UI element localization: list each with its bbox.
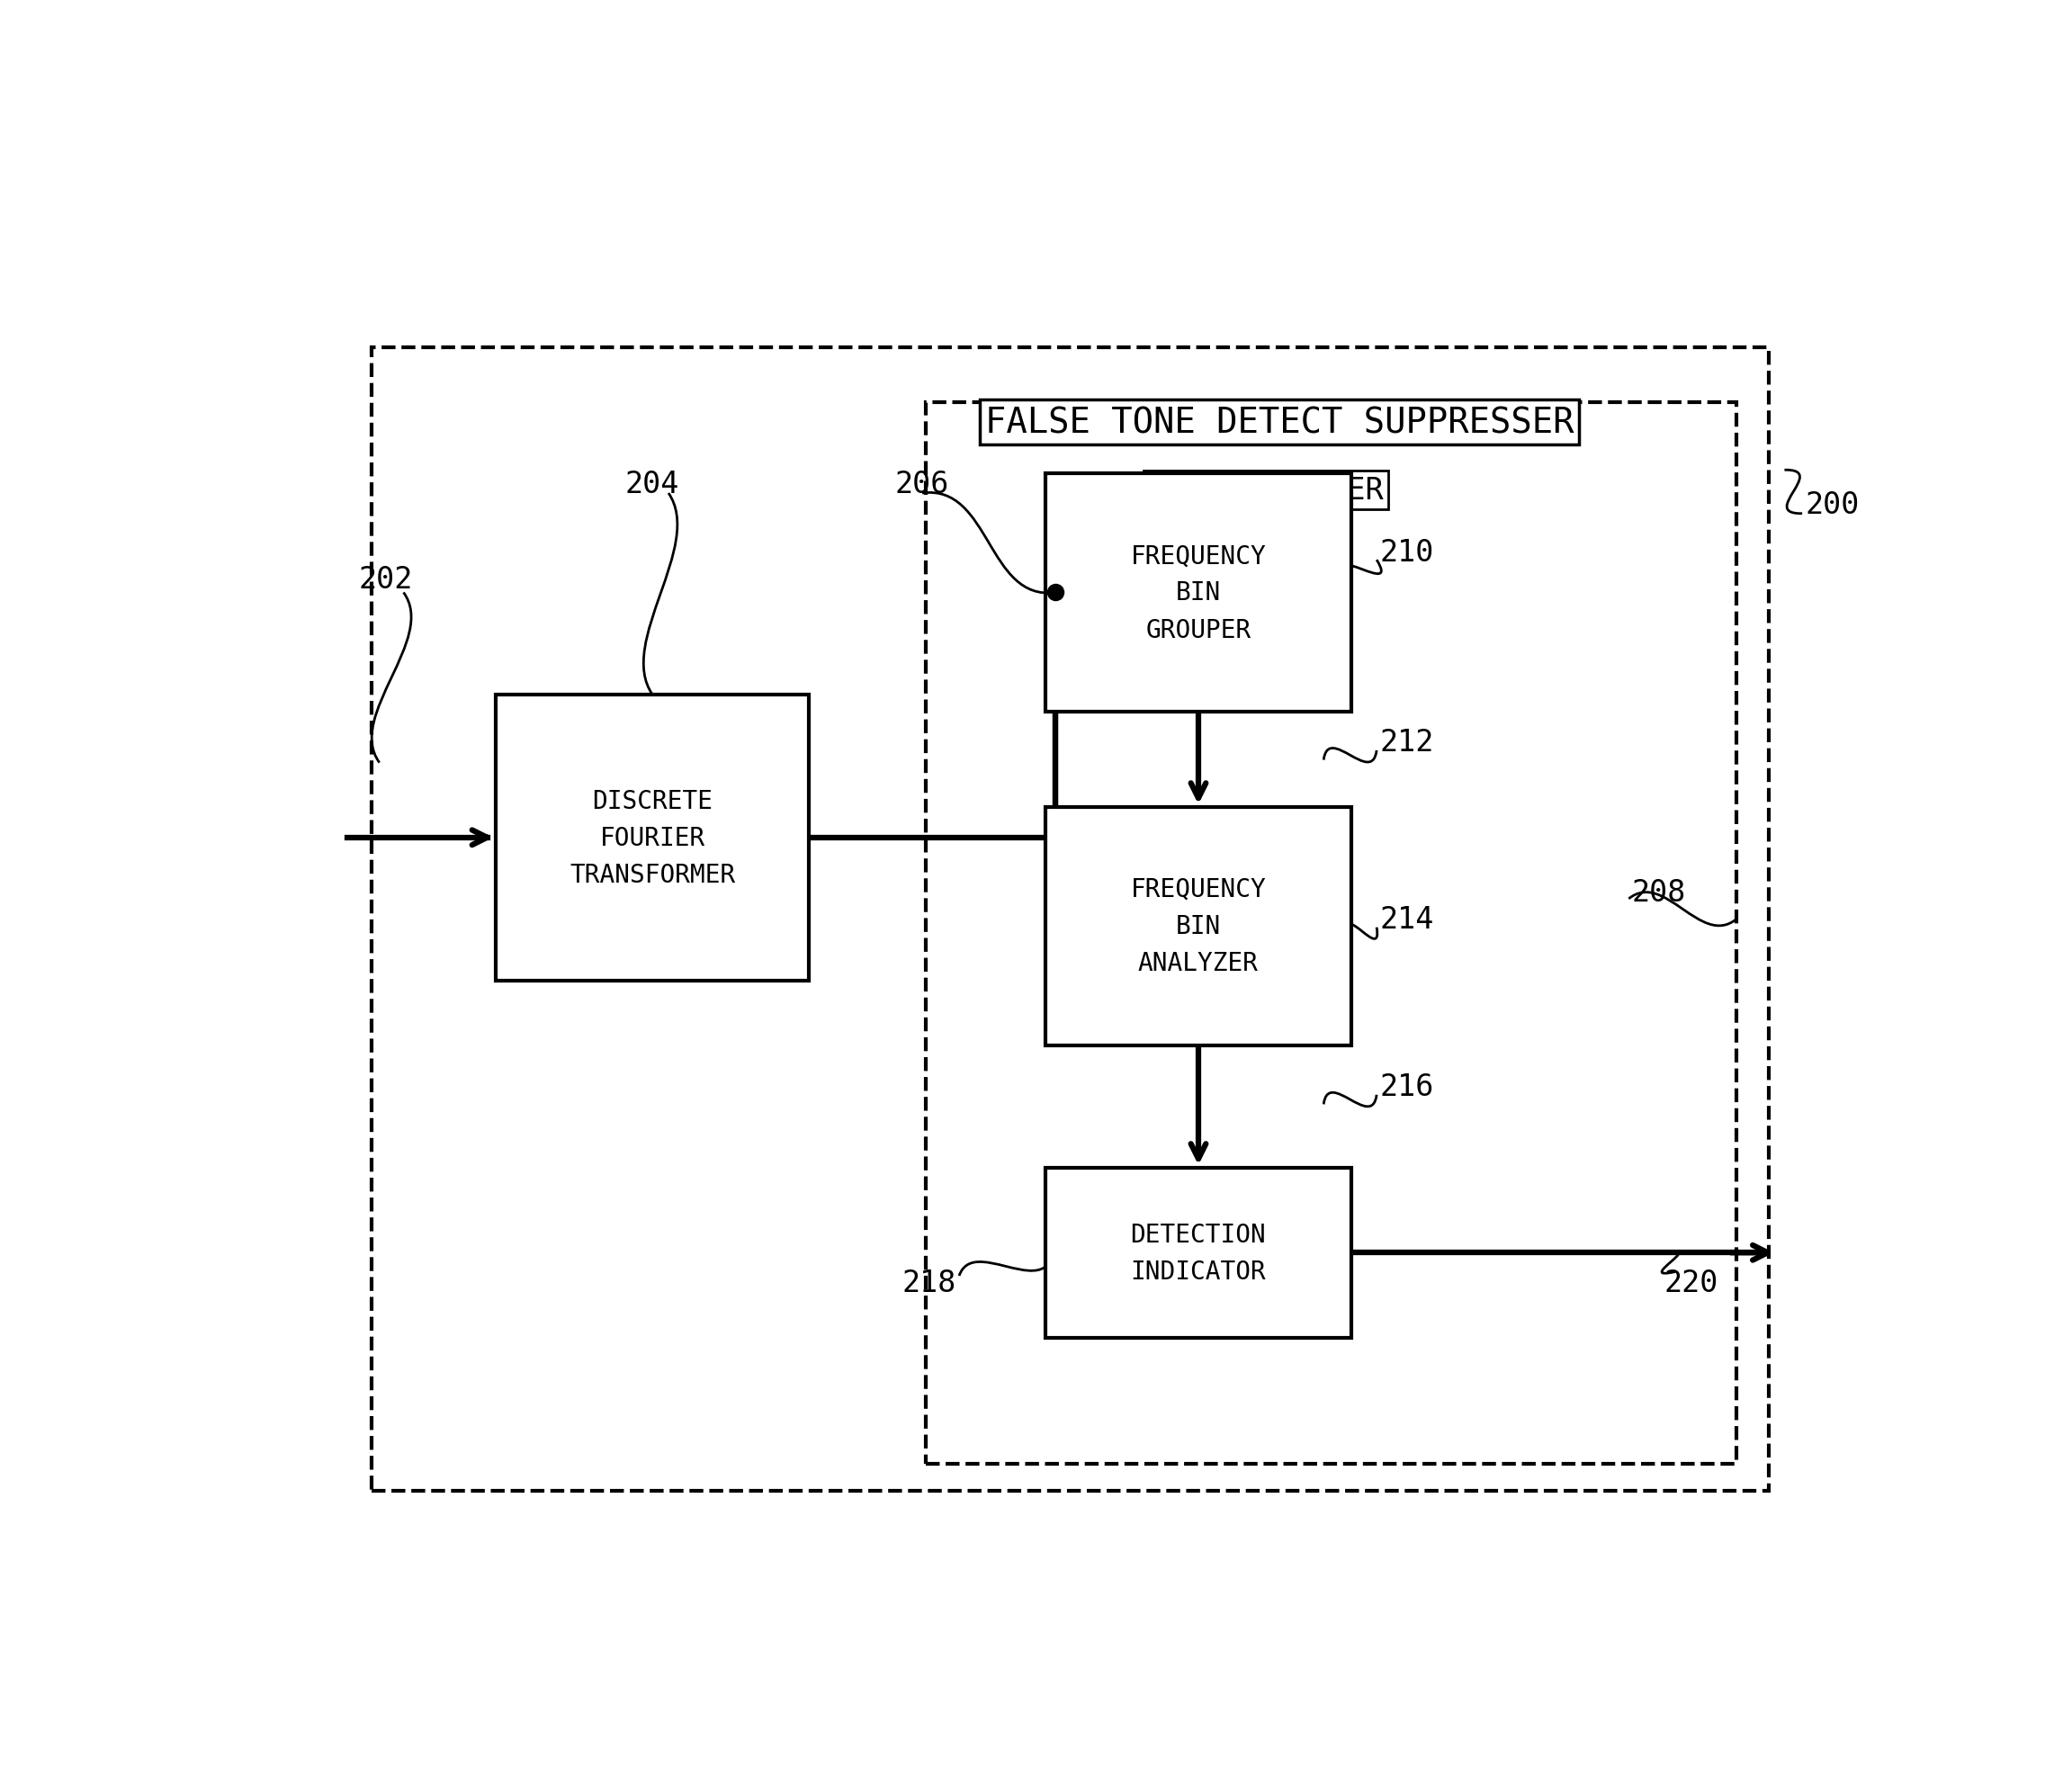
Text: 218: 218 bbox=[901, 1269, 955, 1297]
Text: TONE ANALYZER: TONE ANALYZER bbox=[1148, 475, 1384, 505]
Text: 206: 206 bbox=[895, 470, 949, 498]
FancyBboxPatch shape bbox=[1046, 808, 1351, 1046]
FancyBboxPatch shape bbox=[1046, 1168, 1351, 1338]
Text: 200: 200 bbox=[1805, 489, 1861, 519]
Text: 210: 210 bbox=[1380, 537, 1434, 567]
FancyBboxPatch shape bbox=[495, 694, 808, 981]
Text: DETECTION
INDICATOR: DETECTION INDICATOR bbox=[1131, 1221, 1266, 1285]
Text: 220: 220 bbox=[1664, 1269, 1718, 1297]
Text: 208: 208 bbox=[1633, 878, 1687, 906]
Text: 204: 204 bbox=[626, 470, 680, 498]
Text: FREQUENCY
BIN
ANALYZER: FREQUENCY BIN ANALYZER bbox=[1131, 876, 1266, 975]
FancyBboxPatch shape bbox=[1046, 474, 1351, 712]
Text: 214: 214 bbox=[1380, 905, 1434, 935]
Text: DISCRETE
FOURIER
TRANSFORMER: DISCRETE FOURIER TRANSFORMER bbox=[570, 788, 736, 887]
Text: 212: 212 bbox=[1380, 728, 1434, 758]
Text: FALSE TONE DETECT SUPPRESSER: FALSE TONE DETECT SUPPRESSER bbox=[984, 406, 1575, 440]
FancyBboxPatch shape bbox=[926, 403, 1736, 1463]
Text: 202: 202 bbox=[358, 565, 412, 594]
Text: 216: 216 bbox=[1380, 1073, 1434, 1103]
FancyBboxPatch shape bbox=[371, 348, 1769, 1491]
Text: FREQUENCY
BIN
GROUPER: FREQUENCY BIN GROUPER bbox=[1131, 544, 1266, 643]
